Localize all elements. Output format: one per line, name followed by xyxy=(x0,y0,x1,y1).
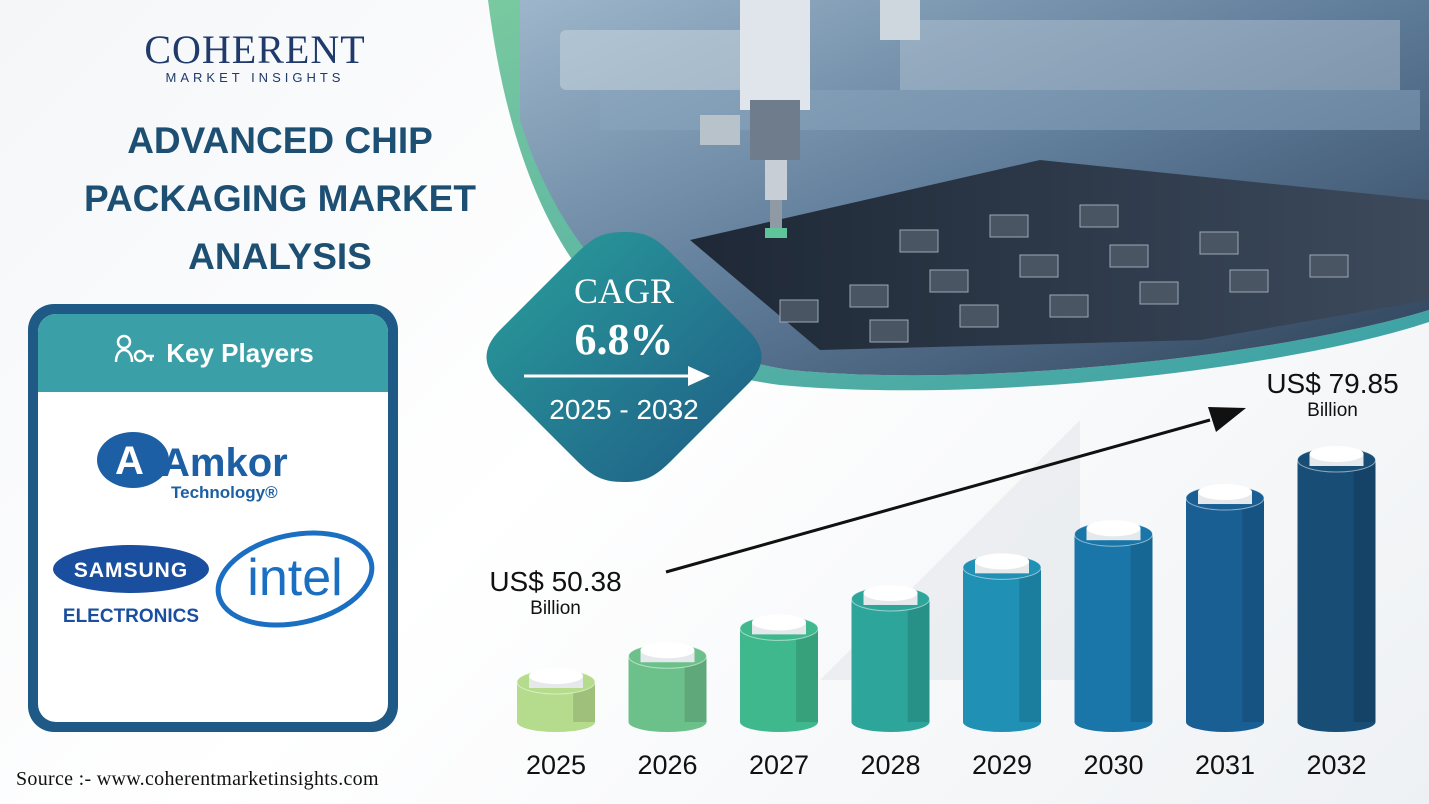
start-value-unit: Billion xyxy=(530,598,581,619)
intel-name: intel xyxy=(247,549,342,607)
bar-cap xyxy=(1198,484,1252,501)
brand-name: COHERENT xyxy=(144,27,366,72)
bar-shade xyxy=(1353,460,1376,722)
bar-2030 xyxy=(1074,520,1153,733)
bar-body xyxy=(851,598,930,733)
key-players-heading: Key Players xyxy=(166,337,314,368)
cagr-label: CAGR xyxy=(573,271,675,311)
key-players-card: Key Players A Amkor Technology® SAMSUNG … xyxy=(28,304,398,732)
bar-cap xyxy=(863,584,918,601)
title-line-3: ANALYSIS xyxy=(188,236,372,277)
bar-2025 xyxy=(516,668,596,732)
title-line-2: PACKAGING MARKET xyxy=(84,178,476,219)
x-tick-label-2032: 2032 xyxy=(1306,750,1366,780)
bar-cap xyxy=(640,642,695,659)
x-tick-label-2031: 2031 xyxy=(1195,750,1255,780)
bar-body xyxy=(740,628,818,732)
intel-logo: intel xyxy=(215,530,375,628)
bar-shade xyxy=(1242,498,1264,722)
bar-body xyxy=(517,682,595,732)
x-tick-label-2029: 2029 xyxy=(972,750,1032,780)
x-tick-label-2026: 2026 xyxy=(637,750,697,780)
x-tick-label-2028: 2028 xyxy=(860,750,920,780)
cagr-period: 2025 - 2032 xyxy=(549,394,699,425)
bar-body xyxy=(963,567,1041,732)
end-value-amount: US$ 79.85 xyxy=(1266,368,1399,399)
page-title: ADVANCED CHIP PACKAGING MARKET ANALYSIS xyxy=(60,112,500,286)
x-tick-label-2030: 2030 xyxy=(1083,750,1143,780)
bar-shade xyxy=(796,628,818,722)
handshake-key-icon xyxy=(112,332,156,375)
cagr-value: 6.8% xyxy=(574,315,674,364)
bar-2028 xyxy=(851,584,930,733)
start-value-amount: US$ 50.38 xyxy=(489,566,622,597)
bar-2027 xyxy=(739,614,819,732)
x-tick-label-2027: 2027 xyxy=(749,750,809,780)
key-players-panel: Key Players A Amkor Technology® SAMSUNG … xyxy=(38,314,388,722)
bar-shade xyxy=(907,598,930,722)
bar-cap xyxy=(1309,446,1364,462)
cagr-badge: CAGR 6.8% 2025 - 2032 xyxy=(476,226,772,488)
x-tick-label-2025: 2025 xyxy=(526,750,586,780)
bar-body xyxy=(628,656,707,733)
source-text: Source :- www.coherentmarketinsights.com xyxy=(16,768,379,790)
bar-body xyxy=(1074,534,1153,733)
bar-cap xyxy=(1086,520,1141,537)
bar-shade xyxy=(1019,567,1041,722)
bar-cap xyxy=(529,668,583,684)
brand-logo: COHERENT MARKET INSIGHTS xyxy=(120,27,390,86)
bar-cap xyxy=(975,553,1029,570)
bar-shade xyxy=(684,656,707,722)
bar-cap xyxy=(752,614,806,631)
samsung-logo: SAMSUNG ELECTRONICS xyxy=(53,545,209,627)
svg-text:A: A xyxy=(115,439,144,483)
end-value-label: US$ 79.85 Billion xyxy=(1250,368,1415,422)
bar-2031 xyxy=(1185,484,1265,732)
key-players-header: Key Players xyxy=(38,314,388,392)
title-line-1: ADVANCED CHIP xyxy=(127,120,433,161)
bar-body xyxy=(1297,460,1376,733)
bar-body xyxy=(1186,498,1264,732)
amkor-name: Amkor xyxy=(161,441,288,485)
bar-2029 xyxy=(962,553,1042,732)
amkor-sub: Technology® xyxy=(171,483,278,502)
samsung-sub: ELECTRONICS xyxy=(63,606,199,627)
bar-shade xyxy=(1130,534,1153,722)
samsung-name: SAMSUNG xyxy=(74,559,188,582)
bar-2032 xyxy=(1297,446,1376,733)
amkor-logo: A Amkor Technology® xyxy=(97,432,288,502)
bar-2026 xyxy=(628,642,707,733)
brand-subtitle: MARKET INSIGHTS xyxy=(165,70,345,85)
start-value-label: US$ 50.38 Billion xyxy=(468,566,643,620)
end-value-unit: Billion xyxy=(1307,400,1358,421)
